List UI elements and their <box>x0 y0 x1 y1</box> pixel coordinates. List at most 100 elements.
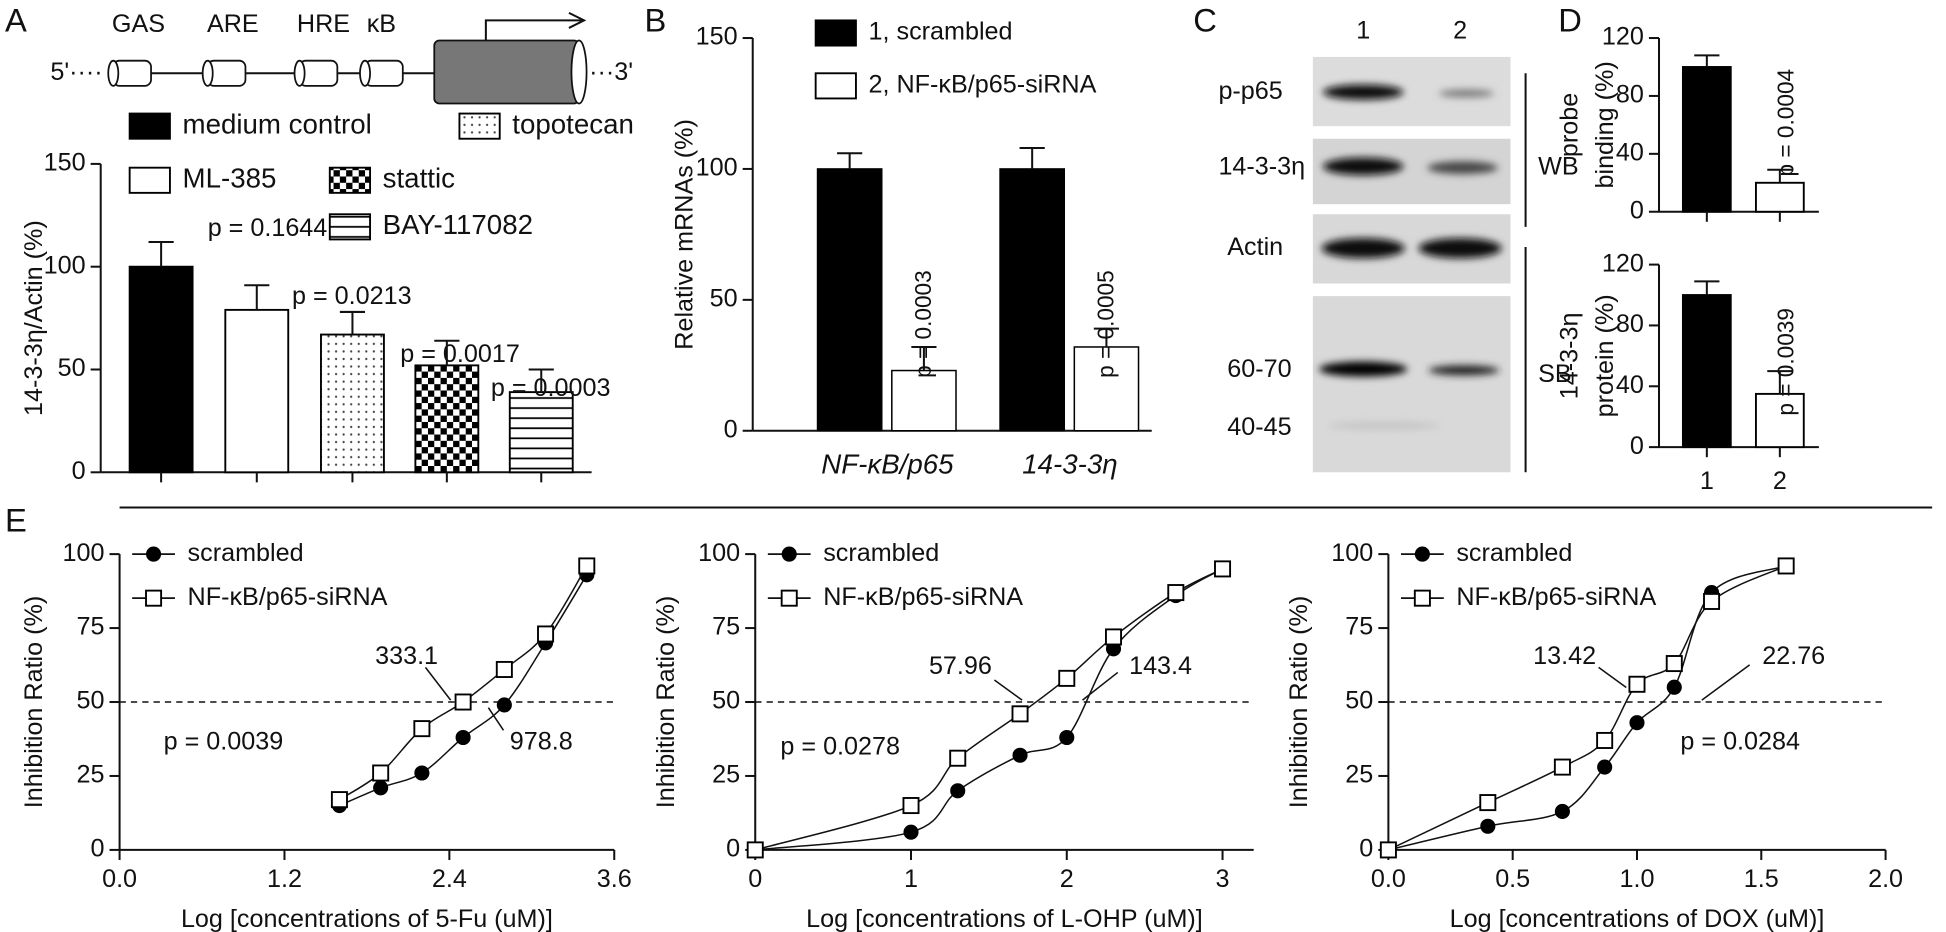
blot <box>1312 56 1527 473</box>
lane-label: 2 <box>1453 16 1467 44</box>
y-tick-label: 40 <box>1616 138 1644 166</box>
annotation: 13.42 <box>1533 642 1596 670</box>
legend-label: 2, NF-κB/p65-siRNA <box>869 71 1097 99</box>
legend-swatch <box>814 19 857 47</box>
annotation: p = 0.0213 <box>292 282 412 310</box>
group-label: SB <box>1538 360 1572 388</box>
y-axis-label: binding (%) <box>1591 61 1619 188</box>
legend-marker <box>780 589 798 607</box>
annotation: 333.1 <box>375 642 438 670</box>
bar <box>999 168 1066 432</box>
legend-label: BAY-117082 <box>383 209 533 240</box>
annotation: p = 0.0017 <box>400 340 520 368</box>
point <box>455 729 471 746</box>
y-tick-label: 120 <box>1602 23 1644 51</box>
legend-label: scrambled <box>188 539 304 567</box>
panel-letter: E <box>5 501 27 538</box>
point <box>495 660 513 678</box>
point <box>1105 628 1123 646</box>
y-tick-label: 80 <box>1616 310 1644 338</box>
point <box>1058 669 1076 687</box>
annotation: p = 0.0284 <box>1680 728 1800 756</box>
point <box>537 625 555 643</box>
point <box>1012 747 1028 763</box>
x-tick-label: 1.2 <box>267 865 302 893</box>
legend-label: 1, scrambled <box>869 18 1013 46</box>
y-tick-label: 75 <box>712 613 740 641</box>
gene-diagram <box>107 11 588 105</box>
point <box>1665 655 1683 673</box>
y-axis-label: protein (%) <box>1591 294 1619 417</box>
y-axis-label: Inhibition Ratio (%) <box>1285 596 1313 809</box>
point <box>1379 841 1397 859</box>
three-prime: ···3' <box>589 58 633 86</box>
y-tick-label: 120 <box>1602 249 1644 277</box>
point <box>578 557 596 575</box>
x-tick-label: 14-3-3η <box>1022 448 1117 479</box>
point <box>1597 759 1613 775</box>
panel-letter: B <box>644 2 666 39</box>
y-tick-label: 100 <box>696 154 738 182</box>
point <box>1480 818 1496 834</box>
annotation: p = 0.0004 <box>1772 69 1798 177</box>
panel-letter: A <box>5 2 27 39</box>
y-tick-label: 40 <box>1616 371 1644 399</box>
x-tick-label: 2 <box>1773 467 1787 495</box>
y-tick-label: 0 <box>1630 196 1644 224</box>
y-tick-label: 100 <box>698 539 740 567</box>
legend-marker <box>1413 589 1431 607</box>
point <box>1703 592 1721 610</box>
bar <box>816 168 883 432</box>
legend-swatch <box>458 112 501 140</box>
x-tick-label: 0.5 <box>1495 865 1530 893</box>
annotation: 978.8 <box>510 728 573 756</box>
element-label: HRE <box>297 10 350 38</box>
point <box>373 780 389 796</box>
point <box>1479 794 1497 812</box>
bar <box>1754 392 1805 449</box>
bar <box>1073 346 1140 432</box>
x-tick-label: 3.6 <box>597 865 632 893</box>
legend-marker <box>145 589 163 607</box>
annotation-arrow <box>424 666 452 701</box>
annotation: p = 0.0003 <box>910 270 936 378</box>
blot-row-label: 14-3-3η <box>1218 152 1305 180</box>
group-label: WB <box>1538 152 1579 180</box>
five-prime: 5'···· <box>50 58 102 86</box>
y-axis-label: 14-3-3η/Actin (%) <box>20 220 48 416</box>
y-tick-label: 25 <box>712 761 740 789</box>
y-tick-label: 50 <box>710 285 738 313</box>
bar <box>1681 66 1732 213</box>
bar <box>1754 181 1805 213</box>
fit-curve <box>755 568 1223 851</box>
y-tick-label: 25 <box>76 761 104 789</box>
point <box>1011 705 1029 723</box>
point <box>1059 729 1075 746</box>
y-tick-label: 100 <box>1331 539 1373 567</box>
blot-row-label: 40-45 <box>1227 413 1291 441</box>
point <box>746 841 764 859</box>
legend-label: NF-κB/p65-siRNA <box>188 583 388 611</box>
y-tick-label: 80 <box>1616 81 1644 109</box>
legend-swatch <box>128 166 171 194</box>
fit-curve <box>755 568 1223 851</box>
panel-letter: C <box>1193 2 1217 39</box>
element-label: ARE <box>207 10 259 38</box>
y-tick-label: 75 <box>1345 613 1373 641</box>
annotation: p = 0.0005 <box>1093 270 1119 378</box>
annotation: p = 0.0003 <box>491 374 611 402</box>
legend-label: medium control <box>183 108 372 139</box>
legend-marker <box>1414 546 1430 562</box>
y-tick-label: 100 <box>44 251 86 279</box>
point <box>330 791 348 809</box>
y-axis-label: 14-3-3η <box>1556 313 1584 400</box>
point <box>1777 557 1795 575</box>
x-tick-label: 2.0 <box>1868 865 1903 893</box>
y-axis-label: Inhibition Ratio (%) <box>652 596 680 809</box>
bar <box>224 308 290 474</box>
bar <box>508 391 574 474</box>
legend-label: scrambled <box>1456 539 1572 567</box>
annotation-arrow <box>487 707 505 731</box>
annotation: p = 0.0039 <box>164 728 284 756</box>
